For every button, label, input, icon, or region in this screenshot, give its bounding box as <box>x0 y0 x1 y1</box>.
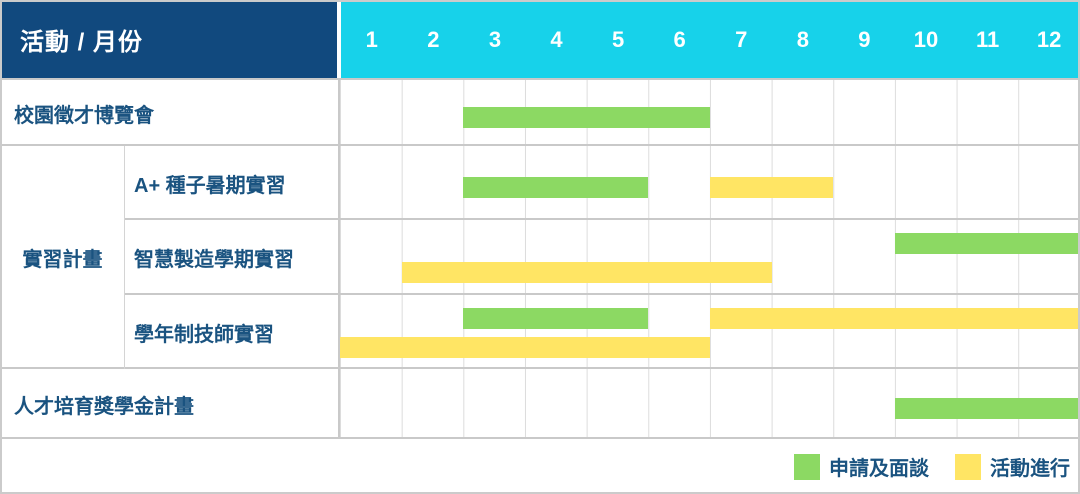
row-label: 人才培育獎學金計畫 <box>0 369 340 439</box>
legend: 申請及面談 活動進行 <box>0 439 1080 494</box>
row-cells <box>340 369 1080 439</box>
month-label: 9 <box>858 26 871 52</box>
bar-apply <box>895 233 1080 254</box>
bar-run <box>710 177 834 198</box>
row-divider <box>0 367 1080 369</box>
legend-swatch-apply <box>794 453 820 480</box>
legend-swatch-run <box>955 453 981 480</box>
bar-apply <box>895 398 1080 419</box>
month-label: 1 <box>365 26 378 52</box>
group-label: 實習計畫 <box>0 146 125 369</box>
row-cells <box>340 220 1080 295</box>
month-label: 3 <box>488 26 502 52</box>
bar-apply <box>463 107 710 128</box>
bar-run <box>401 262 772 283</box>
bar-run <box>710 308 1080 329</box>
row-divider <box>125 218 1080 220</box>
row-divider <box>125 293 1080 295</box>
row-divider <box>0 144 1080 146</box>
row-label: 學年制技師實習 <box>125 295 340 369</box>
row-cells <box>340 295 1080 369</box>
month-label: 12 <box>1036 26 1062 52</box>
legend-label: 申請及面談 <box>829 458 929 480</box>
row-label: A+ 種子暑期實習 <box>125 146 340 220</box>
header-corner-label: 活動 / 月份 <box>0 0 337 79</box>
legend-item: 活動進行 <box>955 452 1070 481</box>
group-column-divider <box>124 146 125 369</box>
month-label: 7 <box>735 26 748 52</box>
legend-label: 活動進行 <box>990 458 1070 480</box>
bar-apply <box>463 177 649 198</box>
month-label: 8 <box>796 26 809 52</box>
header-divider <box>0 78 1080 80</box>
month-label: 6 <box>673 26 686 52</box>
row-cells <box>340 146 1080 220</box>
row-cells <box>340 80 1080 146</box>
label-column-divider <box>338 80 340 439</box>
row-label: 智慧製造學期實習 <box>125 220 340 295</box>
month-label: 10 <box>913 26 939 52</box>
legend-item: 申請及面談 <box>794 452 929 481</box>
month-label: 4 <box>550 26 563 52</box>
bar-run <box>340 337 710 358</box>
bar-apply <box>463 308 649 329</box>
month-header-row: 1 2 3 4 5 6 7 8 9 10 11 12 <box>341 0 1080 79</box>
month-label: 11 <box>975 26 1000 52</box>
row-divider <box>0 437 1080 439</box>
month-label: 5 <box>611 26 625 52</box>
month-label: 2 <box>427 26 440 52</box>
row-label: 校園徵才博覽會 <box>0 80 340 146</box>
